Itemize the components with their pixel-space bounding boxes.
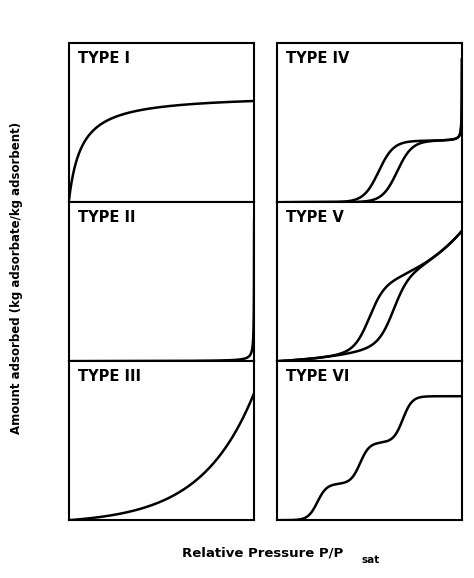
Text: Relative Pressure P/P: Relative Pressure P/P: [182, 547, 344, 560]
Text: TYPE VI: TYPE VI: [286, 369, 349, 384]
Text: TYPE IV: TYPE IV: [286, 51, 349, 66]
Text: TYPE I: TYPE I: [78, 51, 130, 66]
Text: TYPE III: TYPE III: [78, 369, 141, 384]
Text: Amount adsorbed (kg adsorbate/kg adsorbent): Amount adsorbed (kg adsorbate/kg adsorbe…: [10, 121, 23, 434]
Text: sat: sat: [361, 555, 380, 565]
Text: TYPE II: TYPE II: [78, 210, 136, 225]
Text: TYPE V: TYPE V: [286, 210, 344, 225]
